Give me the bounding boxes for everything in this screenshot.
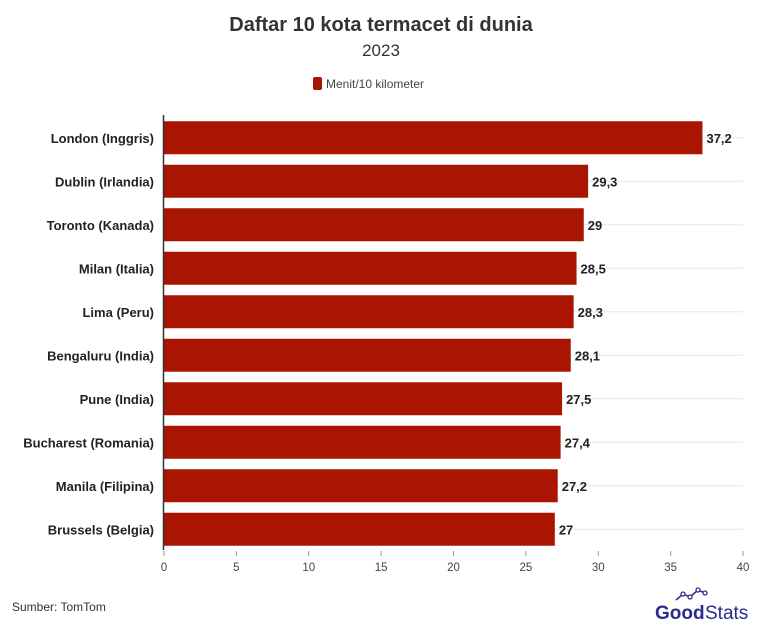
bar	[164, 164, 589, 198]
legend: Menit/10 kilometer	[313, 77, 424, 91]
bar	[164, 338, 571, 372]
x-tick-label: 20	[447, 562, 460, 574]
data-label: 28,3	[578, 305, 603, 320]
x-tick-label: 5	[233, 562, 239, 574]
bar	[164, 251, 577, 285]
x-tick-label: 35	[664, 562, 677, 574]
category-label: Bucharest (Romania)	[23, 435, 154, 450]
bar	[164, 382, 563, 416]
category-label: Lima (Peru)	[82, 305, 154, 320]
category-label: Toronto (Kanada)	[47, 218, 154, 233]
data-label: 27,5	[566, 392, 591, 407]
legend-swatch	[313, 77, 322, 90]
x-tick-label: 25	[519, 562, 532, 574]
category-label: Bengaluru (India)	[47, 348, 154, 363]
category-label: Pune (India)	[80, 392, 154, 407]
chart-subtitle: 2023	[362, 41, 400, 60]
data-label: 29,3	[592, 174, 617, 189]
data-label: 27	[559, 522, 573, 537]
data-label: 27,2	[562, 479, 587, 494]
x-tick-label: 10	[302, 562, 315, 574]
legend-label: Menit/10 kilometer	[326, 77, 424, 91]
source-note: Sumber: TomTom	[12, 600, 106, 614]
x-tick-label: 0	[161, 562, 167, 574]
category-label: London (Inggris)	[51, 131, 154, 146]
category-label: Dublin (Irlandia)	[55, 174, 154, 189]
svg-text:Stats: Stats	[705, 603, 748, 624]
bar	[164, 469, 558, 503]
data-label: 28,5	[581, 261, 606, 276]
svg-text:Good: Good	[655, 603, 705, 624]
x-tick-label: 40	[737, 562, 750, 574]
data-label: 27,4	[565, 435, 591, 450]
bar	[164, 512, 555, 546]
data-label: 28,1	[575, 348, 600, 363]
data-label: 29	[588, 218, 602, 233]
bar	[164, 295, 574, 329]
bar	[164, 208, 584, 242]
bar	[164, 425, 561, 459]
goodstats-logo: Good Stats	[655, 587, 748, 624]
category-label: Manila (Filipina)	[56, 479, 154, 494]
bar	[164, 121, 703, 155]
category-label: Brussels (Belgia)	[48, 522, 154, 537]
category-label: Milan (Italia)	[79, 261, 154, 276]
x-tick-label: 30	[592, 562, 605, 574]
chart-title: Daftar 10 kota termacet di dunia	[229, 14, 533, 36]
x-tick-label: 15	[375, 562, 388, 574]
data-label: 37,2	[706, 131, 731, 146]
